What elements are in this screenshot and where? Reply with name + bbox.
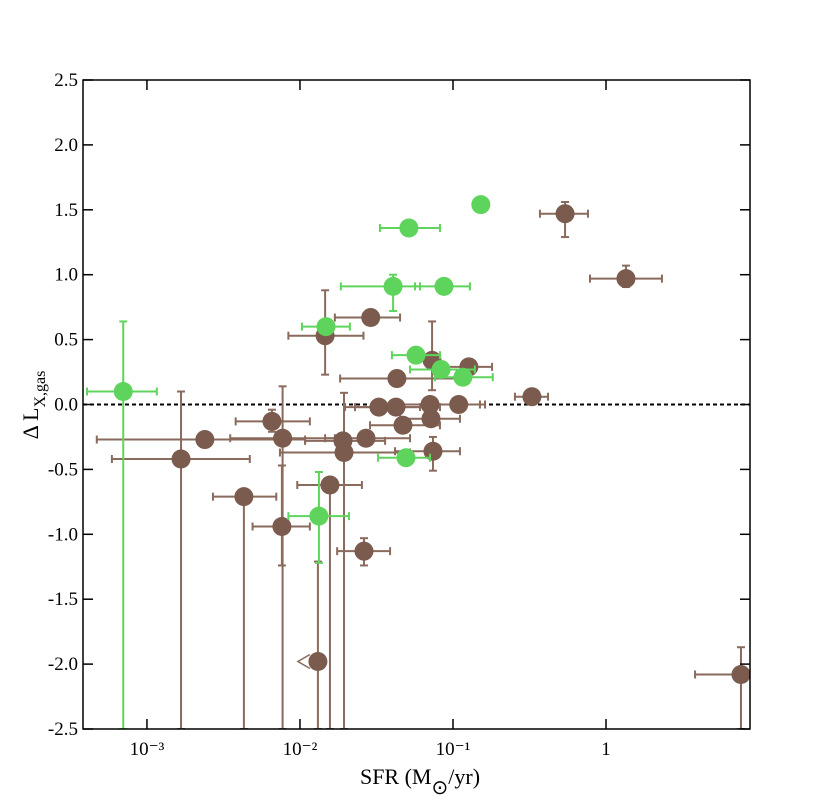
y-label-text: Δ L xyxy=(18,408,43,440)
data-point xyxy=(334,443,354,463)
data-point xyxy=(453,367,473,387)
y-axis-label: Δ LX,gas xyxy=(18,371,49,440)
data-point xyxy=(393,415,413,435)
y-tick-label: -1.0 xyxy=(48,524,78,545)
data-point xyxy=(555,204,575,224)
data-point xyxy=(272,517,292,537)
x-tick-label: 10⁻¹ xyxy=(436,739,471,760)
data-point xyxy=(423,441,443,461)
y-tick-label: -2.0 xyxy=(48,654,78,675)
data-point xyxy=(113,382,133,402)
y-tick-label: 2.5 xyxy=(54,70,78,91)
data-point xyxy=(361,308,381,328)
data-point xyxy=(354,541,374,561)
x-tick-label: 10⁻² xyxy=(283,739,318,760)
data-point xyxy=(471,195,491,215)
data-point xyxy=(234,487,254,507)
data-point xyxy=(273,428,293,448)
data-point xyxy=(396,448,416,468)
data-point xyxy=(195,430,215,450)
data-point xyxy=(309,506,329,526)
y-tick-label: -2.5 xyxy=(48,719,78,740)
data-point xyxy=(171,449,191,469)
y-tick-label: -1.5 xyxy=(48,589,78,610)
data-point xyxy=(616,269,636,289)
data-point xyxy=(386,397,406,417)
data-point xyxy=(406,345,426,365)
y-tick-label: -0.5 xyxy=(48,459,78,480)
data-point xyxy=(431,359,451,379)
data-point xyxy=(522,387,542,407)
data-point xyxy=(320,475,340,495)
y-tick-label: 1.5 xyxy=(54,200,78,221)
data-point xyxy=(731,664,750,684)
y-tick-label: 2.0 xyxy=(54,135,78,156)
data-point xyxy=(420,395,440,414)
upper-limit-arrow xyxy=(296,653,311,670)
data-point xyxy=(308,652,328,672)
y-tick-label: 1.0 xyxy=(54,265,78,286)
data-point xyxy=(262,411,282,431)
data-point xyxy=(434,276,454,296)
data-point xyxy=(421,409,441,429)
y-tick-label: 0.0 xyxy=(54,395,78,416)
data-point xyxy=(399,218,419,238)
x-label-sub: ⊙ xyxy=(432,777,449,799)
plot-area xyxy=(83,195,750,729)
data-point xyxy=(383,276,403,296)
x-tick-label: 1 xyxy=(601,739,611,760)
x-tick-label: 10⁻³ xyxy=(130,739,165,760)
x-label-text: SFR (M xyxy=(360,764,432,789)
data-point xyxy=(387,369,407,389)
x-label-text: /yr) xyxy=(448,764,480,789)
y-tick-label: 0.5 xyxy=(54,330,78,351)
data-point xyxy=(449,395,469,414)
data-point xyxy=(369,397,389,417)
x-axis-label: SFR (M⊙/yr) xyxy=(360,764,480,799)
data-point xyxy=(356,428,376,448)
data-point xyxy=(316,317,336,337)
y-label-sub: X,gas xyxy=(32,371,49,408)
